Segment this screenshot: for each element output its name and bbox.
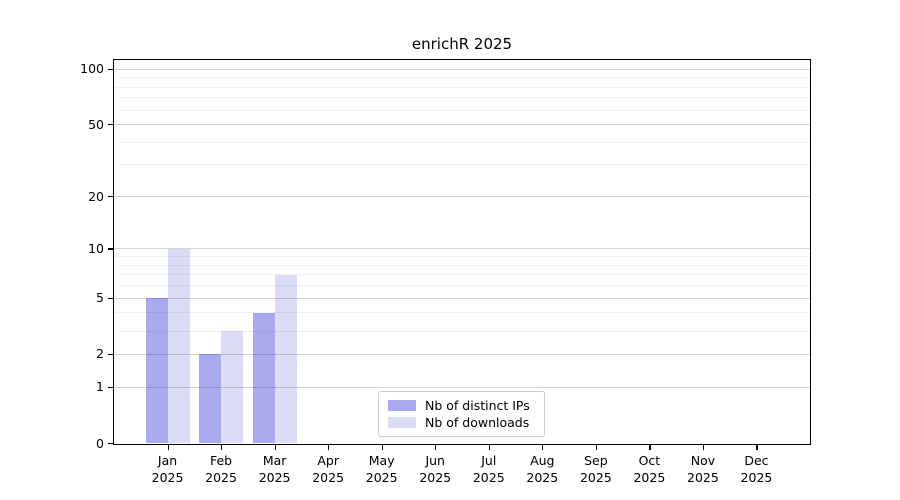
- x-tick: [595, 443, 598, 450]
- legend-item-distinct-ips: Nb of distinct IPs: [388, 398, 535, 414]
- y-tick: [108, 442, 114, 445]
- gridline-major: [114, 248, 810, 250]
- legend-item-downloads: Nb of downloads: [388, 415, 535, 431]
- y-tick: [108, 297, 114, 299]
- y-tick: [108, 353, 114, 355]
- y-tick-label: 50: [88, 116, 104, 132]
- y-tick-label: 20: [88, 188, 104, 204]
- gridline-minor: [114, 97, 810, 99]
- x-tick-label: Feb 2025: [205, 452, 237, 485]
- gridline-major: [114, 386, 810, 388]
- bar-mar-downloads: [274, 274, 297, 444]
- gridline-minor: [114, 274, 810, 276]
- legend-label-distinct-ips: Nb of distinct IPs: [425, 398, 530, 413]
- x-tick: [328, 443, 330, 450]
- y-tick-label: 5: [96, 290, 104, 306]
- x-tick: [167, 443, 169, 450]
- gridline-major: [114, 297, 810, 299]
- x-tick-label: Jan 2025: [151, 452, 184, 485]
- y-tick: [108, 123, 114, 126]
- x-tick: [488, 443, 490, 450]
- y-tick-label: 1: [96, 379, 104, 395]
- x-tick-label: Dec 2025: [740, 452, 773, 485]
- x-tick: [702, 443, 705, 450]
- x-tick-label: Apr 2025: [312, 452, 345, 485]
- gridline-minor: [114, 141, 810, 143]
- legend-swatch-downloads: [388, 417, 416, 428]
- bar-feb-downloads: [221, 331, 244, 444]
- gridline-minor: [114, 86, 810, 88]
- gridline-minor: [114, 312, 810, 314]
- y-tick-label: 0: [96, 435, 104, 451]
- x-tick: [221, 443, 223, 450]
- x-tick: [542, 443, 544, 450]
- x-tick-label: May 2025: [365, 452, 398, 485]
- y-tick: [108, 386, 114, 388]
- x-tick-label: Mar 2025: [258, 452, 291, 485]
- gridline-minor: [114, 256, 810, 258]
- bar-feb-distinct-ips: [199, 354, 222, 444]
- bar-jan-distinct-ips: [145, 298, 168, 444]
- x-tick-label: Nov 2025: [687, 452, 719, 485]
- legend: Nb of distinct IPs Nb of downloads: [378, 391, 545, 437]
- x-tick: [274, 443, 276, 450]
- y-tick-label: 10: [88, 240, 104, 256]
- gridline-minor: [114, 330, 810, 332]
- x-tick: [381, 443, 383, 450]
- bar-mar-distinct-ips: [252, 312, 275, 444]
- chart-title: enrichR 2025: [411, 35, 513, 53]
- x-tick: [435, 443, 437, 450]
- y-tick-label: 2: [96, 346, 104, 362]
- x-tick: [756, 443, 758, 450]
- gridline-minor: [114, 109, 810, 111]
- x-tick: [649, 443, 651, 450]
- axis-frame: [113, 59, 811, 445]
- legend-label-downloads: Nb of downloads: [425, 415, 530, 430]
- gridline-minor: [114, 164, 810, 166]
- x-tick-label: Jul 2025: [472, 452, 505, 485]
- gridline-minor: [114, 77, 810, 79]
- gridline-minor: [114, 285, 810, 287]
- bar-jan-downloads: [167, 248, 190, 444]
- x-tick-label: Sep 2025: [579, 452, 612, 485]
- y-tick: [108, 248, 114, 250]
- y-tick: [108, 68, 114, 70]
- y-tick-label: 100: [80, 61, 104, 77]
- y-tick: [108, 195, 114, 198]
- gridline-major: [114, 196, 810, 198]
- legend-swatch-distinct-ips: [388, 400, 416, 411]
- gridline-minor: [114, 264, 810, 266]
- x-tick-label: Aug 2025: [526, 452, 559, 485]
- gridline-major: [114, 353, 810, 355]
- gridline-major: [114, 124, 810, 126]
- x-tick-label: Jun 2025: [419, 452, 452, 485]
- gridline-major: [114, 68, 810, 70]
- x-tick-label: Oct 2025: [633, 452, 666, 485]
